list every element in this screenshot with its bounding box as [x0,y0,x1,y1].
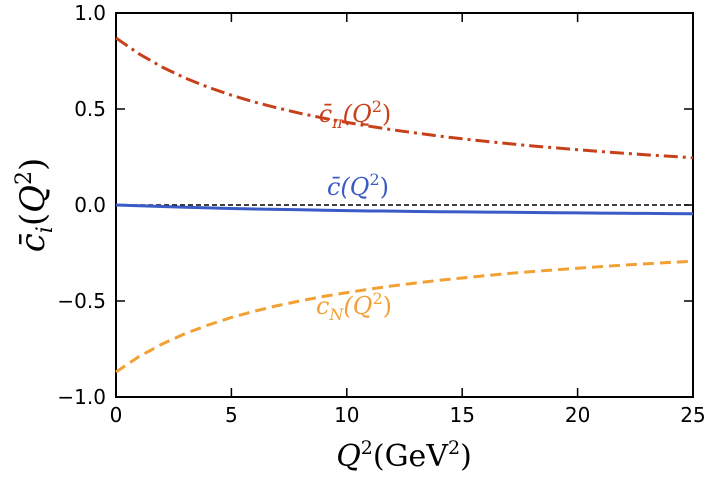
y-axis-label: c̄i(Q2) [12,158,58,253]
series-line-c-n [115,259,694,374]
y-tick-label: 0.0 [74,193,106,217]
x-tick-label: 15 [449,403,474,427]
x-tick-label: 0 [110,403,123,427]
series-line-c [115,203,694,216]
series-label-c-pi: c̄π(Q2) [319,97,392,132]
x-tick-label: 10 [334,403,359,427]
x-tick-label: 25 [680,403,705,427]
axis-tick-labels: 0 5 10 15 20 25 −1.0 −0.5 0.0 0.5 1.0 [57,1,705,427]
y-tick-label: −1.0 [57,385,106,409]
y-tick-label: 0.5 [74,97,106,121]
x-axis-label: Q2(GeV2) [336,437,472,474]
x-tick-label: 5 [225,403,238,427]
y-tick-label: −0.5 [57,289,106,313]
series-lines [115,36,694,374]
series-labels: c̄π(Q2) c̄(Q2) c̄N(Q2) [316,97,392,324]
series-line-c-pi [115,36,694,160]
series-label-c-n: c̄N(Q2) [316,289,392,324]
y-tick-label: 1.0 [74,1,106,25]
series-label-c: c̄(Q2) [327,170,389,201]
x-tick-label: 20 [565,403,590,427]
